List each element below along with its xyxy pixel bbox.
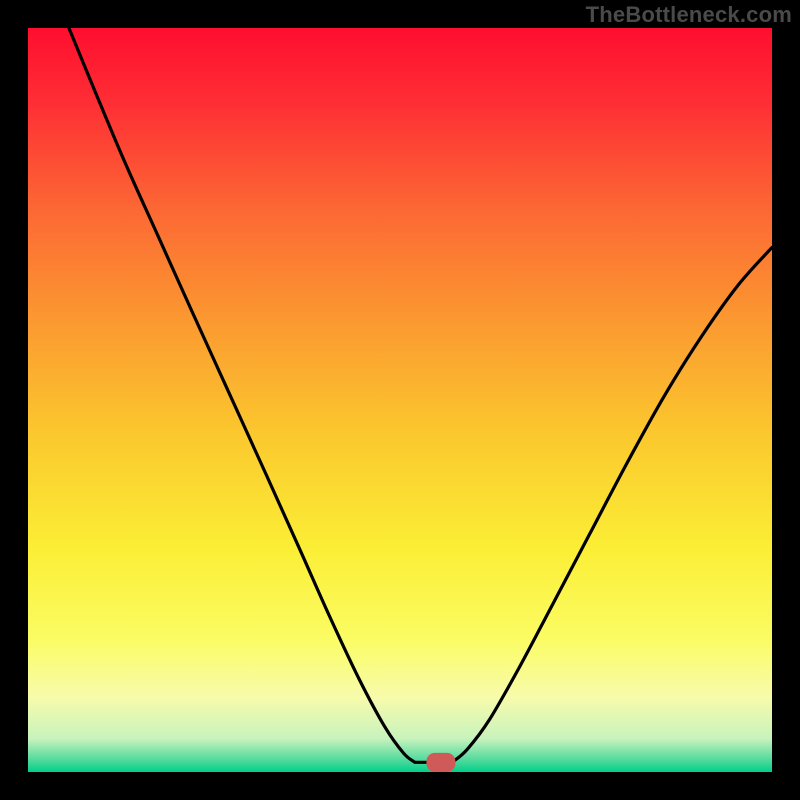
chart-stage: TheBottleneck.com <box>0 0 800 800</box>
watermark-text: TheBottleneck.com <box>586 2 792 28</box>
optimal-marker <box>427 753 455 771</box>
chart-svg <box>0 0 800 800</box>
